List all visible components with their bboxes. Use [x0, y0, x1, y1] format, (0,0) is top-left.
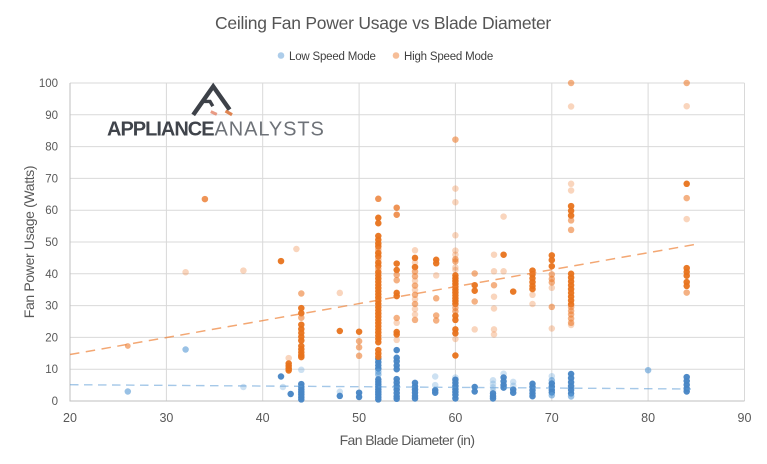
svg-text:20: 20 [45, 332, 58, 344]
svg-text:High Speed Mode: High Speed Mode [404, 51, 493, 63]
svg-text:100: 100 [39, 78, 58, 90]
svg-text:60: 60 [45, 205, 58, 217]
svg-text:10: 10 [45, 364, 58, 376]
svg-text:50: 50 [45, 237, 58, 249]
svg-text:90: 90 [738, 411, 752, 425]
svg-text:Low Speed Mode: Low Speed Mode [289, 51, 376, 63]
svg-text:ANALYSTS: ANALYSTS [215, 119, 325, 141]
svg-text:40: 40 [45, 269, 58, 281]
svg-text:80: 80 [45, 142, 58, 154]
svg-text:70: 70 [545, 411, 559, 425]
svg-text:90: 90 [45, 110, 58, 122]
svg-text:50: 50 [352, 411, 366, 425]
svg-text:30: 30 [45, 301, 58, 313]
svg-text:70: 70 [45, 173, 58, 185]
svg-text:30: 30 [159, 411, 173, 425]
svg-text:60: 60 [448, 411, 462, 425]
svg-text:Ceiling Fan Power Usage vs Bla: Ceiling Fan Power Usage vs Blade Diamete… [215, 13, 551, 33]
svg-text:APPLIANCE: APPLIANCE [107, 119, 214, 141]
svg-text:20: 20 [63, 411, 77, 425]
svg-text:Fan Blade Diameter (in): Fan Blade Diameter (in) [340, 432, 475, 448]
svg-text:40: 40 [256, 411, 270, 425]
svg-text:80: 80 [641, 411, 655, 425]
svg-text:0: 0 [52, 396, 58, 408]
svg-text:Fan Power Usage (Watts): Fan Power Usage (Watts) [21, 166, 37, 318]
